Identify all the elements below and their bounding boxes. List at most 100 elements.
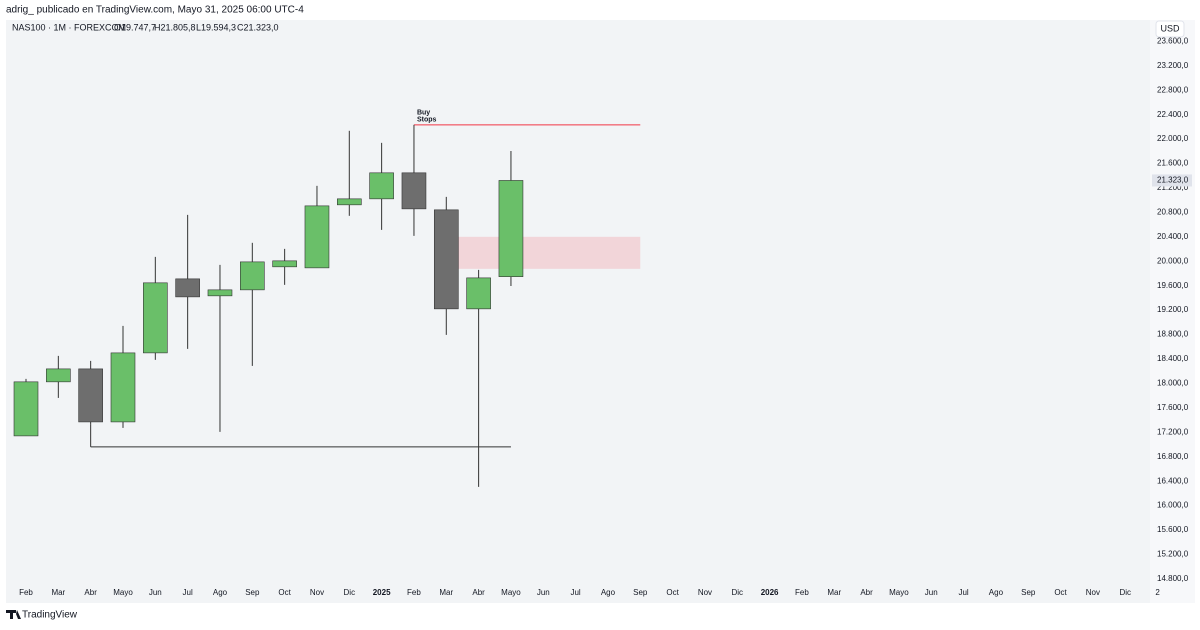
candle-body <box>46 368 71 383</box>
candle-body <box>272 260 297 268</box>
candle <box>240 242 265 366</box>
x-tick-label: Jul <box>958 588 968 597</box>
y-tick-label: 22.000,0 <box>1157 134 1189 143</box>
candle-body <box>369 172 394 200</box>
x-tick-label: Oct <box>278 588 291 597</box>
ohlc-high: H21.805,8 <box>154 22 196 32</box>
x-tick-label: Nov <box>1086 588 1100 597</box>
candle-body <box>13 381 39 437</box>
x-tick-label: Oct <box>1054 588 1067 597</box>
candle <box>110 325 136 428</box>
x-tick-label: Jul <box>570 588 580 597</box>
x-tick-label: Abr <box>472 588 485 597</box>
zone <box>446 236 641 269</box>
x-tick-label: 2026 <box>761 588 779 597</box>
x-tick-label: Mayo <box>113 588 133 597</box>
y-tick-label: 15.200,0 <box>1157 550 1189 559</box>
x-tick-label: Nov <box>310 588 324 597</box>
y-tick-label: 22.400,0 <box>1157 110 1189 119</box>
candle-body <box>143 282 168 354</box>
x-tick-label: Sep <box>245 588 260 597</box>
x-tick-label: Dic <box>1119 588 1131 597</box>
candle <box>143 256 168 360</box>
x-tick-label: Mar <box>51 588 65 597</box>
candle <box>466 269 491 487</box>
x-tick-label: Mayo <box>501 588 521 597</box>
last-price-box <box>1152 174 1192 187</box>
y-tick-label: 16.800,0 <box>1157 452 1189 461</box>
candle-body <box>207 289 233 297</box>
candle-body <box>304 205 330 269</box>
x-tick-label: Jun <box>925 588 938 597</box>
y-tick-label: 15.600,0 <box>1157 525 1189 534</box>
byline: adrig_ publicado en TradingView.com, May… <box>6 5 304 16</box>
y-tick-label: 20.400,0 <box>1157 232 1189 241</box>
x-tick-label: Feb <box>407 588 421 597</box>
buy-stops-label: Stops <box>417 117 437 124</box>
candle-body <box>498 180 524 277</box>
price-axis-panel <box>1150 20 1195 603</box>
x-tick-label: Ago <box>213 588 228 597</box>
y-tick-label: 19.200,0 <box>1157 305 1189 314</box>
y-tick-label: 16.000,0 <box>1157 501 1189 510</box>
candle <box>433 196 459 335</box>
x-tick-label: Abr <box>84 588 97 597</box>
y-tick-label: 21.200,0 <box>1157 183 1189 192</box>
candle-body <box>336 198 362 206</box>
x-tick-label: Jun <box>537 588 550 597</box>
ohlc-close: C21.323,0 <box>237 22 279 32</box>
x-tick-label: Nov <box>698 588 712 597</box>
y-tick-label: 18.800,0 <box>1157 330 1189 339</box>
currency-box[interactable] <box>1155 20 1185 38</box>
y-tick-label: 17.200,0 <box>1157 427 1189 436</box>
x-tick-label: Feb <box>19 588 33 597</box>
x-tick-label: Oct <box>666 588 679 597</box>
y-tick-label: 20.800,0 <box>1157 208 1189 217</box>
candle <box>46 355 71 398</box>
candle-body <box>401 172 427 210</box>
candle-body <box>433 209 459 310</box>
candle <box>78 360 103 425</box>
y-tick-label: 18.400,0 <box>1157 354 1189 363</box>
buy-stops-label: Buy <box>417 110 430 117</box>
candle-body <box>240 261 265 291</box>
y-tick-label: 21.600,0 <box>1157 159 1189 168</box>
x-tick-label: Ago <box>601 588 616 597</box>
last-price-label: 21.323,0 <box>1157 176 1189 185</box>
x-tick-label: Ago <box>989 588 1004 597</box>
y-tick-label: 22.800,0 <box>1157 85 1189 94</box>
y-tick-label: 23.600,0 <box>1157 36 1189 45</box>
x-tick-label: Dic <box>344 588 356 597</box>
x-tick-label: Sep <box>633 588 648 597</box>
x-tick-label: Sep <box>1021 588 1036 597</box>
logo <box>6 610 21 619</box>
x-tick-label: Abr <box>860 588 873 597</box>
candle-body <box>175 278 200 298</box>
candle <box>304 185 330 269</box>
x-tick-label: Mayo <box>889 588 909 597</box>
y-tick-label: 20.000,0 <box>1157 256 1189 265</box>
y-tick-label: 16.400,0 <box>1157 476 1189 485</box>
candle <box>336 130 362 216</box>
candle-body <box>110 352 136 423</box>
candle <box>272 248 297 285</box>
y-tick-label: 19.600,0 <box>1157 281 1189 290</box>
candle <box>498 150 524 287</box>
x-tick-label: Mar <box>439 588 453 597</box>
y-tick-label: 14.800,0 <box>1157 574 1189 583</box>
x-tick-label: Dic <box>731 588 743 597</box>
candle <box>207 264 233 432</box>
candle-body <box>78 368 103 423</box>
y-tick-label: 17.600,0 <box>1157 403 1189 412</box>
x-tick-label: Jul <box>183 588 193 597</box>
x-tick-label: Feb <box>795 588 809 597</box>
candle <box>175 214 200 349</box>
y-tick-label: 23.200,0 <box>1157 61 1189 70</box>
ohlc-low: L19.594,3 <box>196 22 236 32</box>
x-tick-label: 2025 <box>373 588 391 597</box>
candle <box>13 378 39 437</box>
currency[interactable]: USD <box>1160 23 1180 33</box>
candle-body <box>466 277 491 310</box>
symbol: NAS100 · 1M · FOREXCOM <box>12 22 126 32</box>
